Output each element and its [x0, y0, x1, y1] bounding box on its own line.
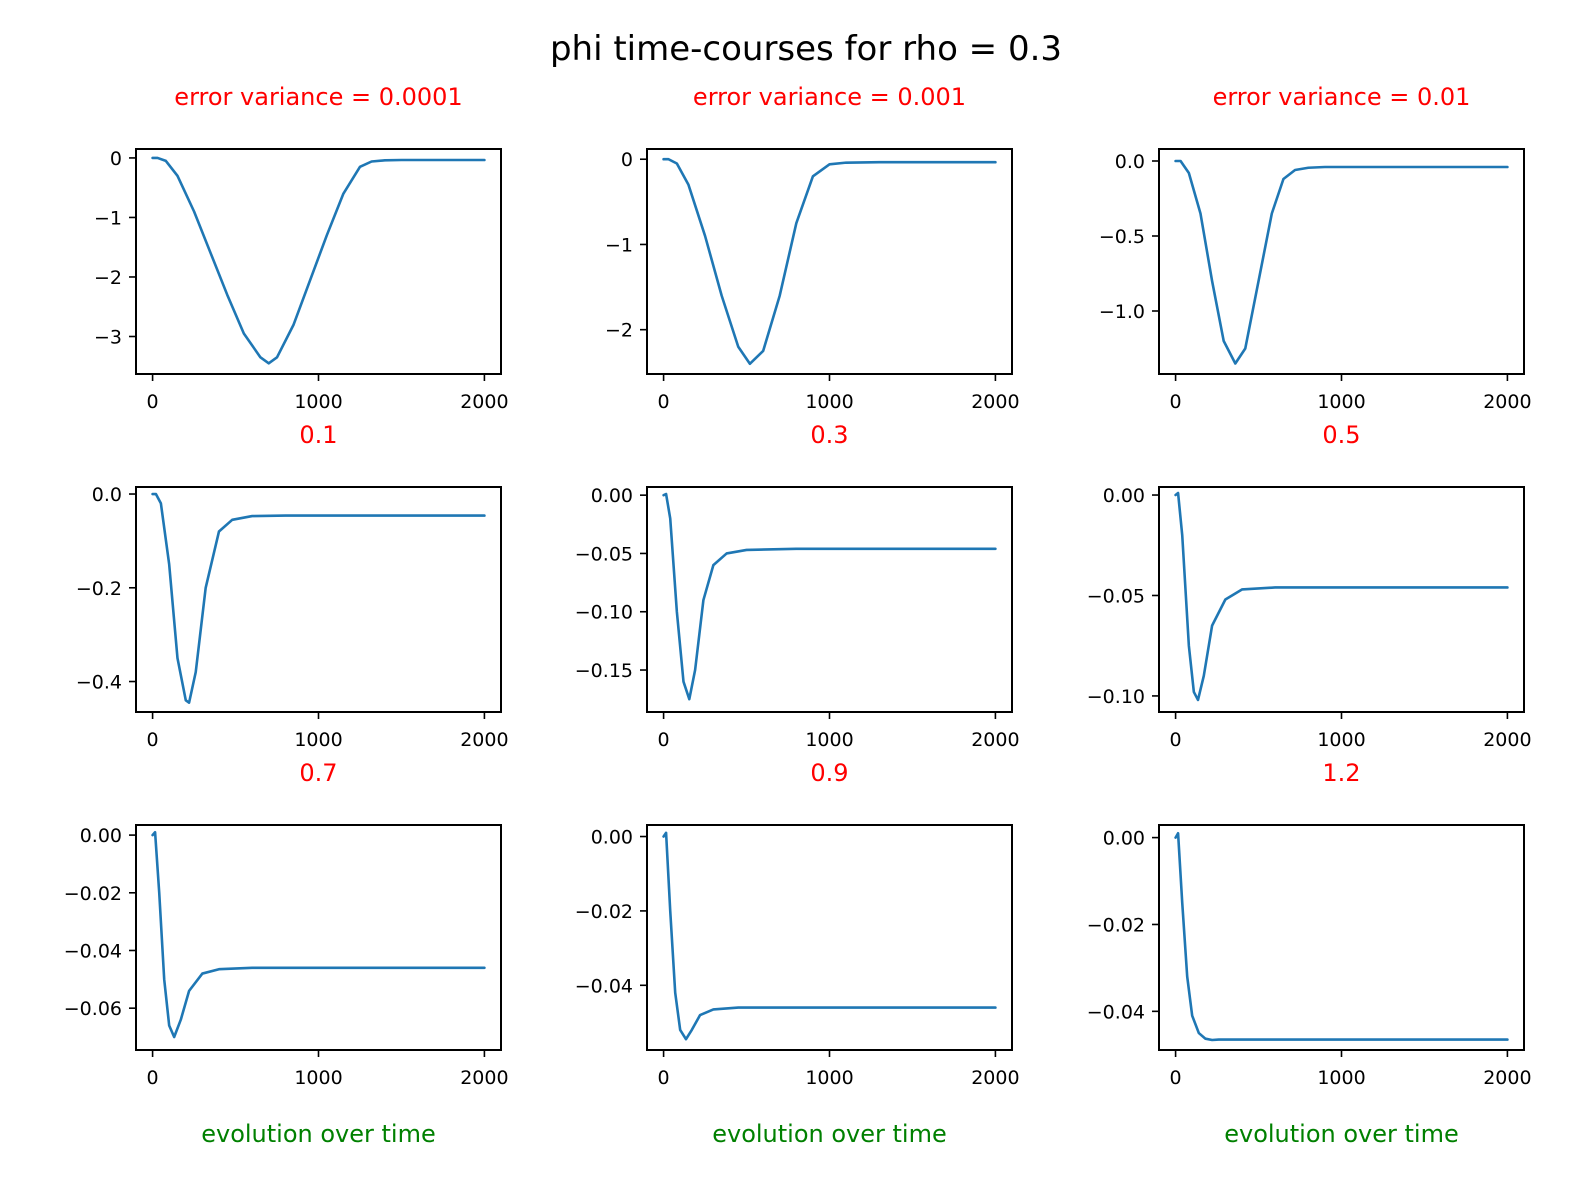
y-tick-label: −0.06 — [64, 998, 122, 1020]
x-tick-label: 2000 — [1483, 1067, 1531, 1089]
x-axis-label: evolution over time — [712, 1120, 947, 1148]
subplot-title: 0.7 — [299, 759, 337, 787]
y-tick-label: −0.02 — [1087, 914, 1145, 936]
series-line — [662, 831, 997, 1041]
x-tick-label: 2000 — [971, 1067, 1019, 1089]
x-tick-label: 0 — [1170, 1067, 1182, 1089]
y-tick-label: 0.0 — [92, 484, 122, 506]
x-tick-label: 1000 — [805, 729, 853, 751]
y-tick-label: 0.0 — [1115, 151, 1145, 173]
y-tick-label: 0.00 — [1103, 485, 1145, 507]
series-line — [151, 492, 486, 704]
subplot-title: 0.5 — [1322, 421, 1360, 449]
x-tick-label: 1000 — [1317, 1067, 1365, 1089]
y-tick-label: −0.04 — [575, 975, 633, 997]
x-tick-label: 0 — [147, 729, 159, 751]
x-tick-label: 2000 — [971, 729, 1019, 751]
x-tick-label: 0 — [658, 391, 670, 413]
x-tick-label: 1000 — [294, 391, 342, 413]
y-tick-label: −0.05 — [575, 543, 633, 565]
x-tick-label: 1000 — [805, 1067, 853, 1089]
x-axis-label: evolution over time — [201, 1120, 436, 1148]
x-tick-label: 0 — [658, 1067, 670, 1089]
subplot-5: 0.3 0 1000 2000 0.00 −0.05 −0.10 −0.15 — [575, 421, 1020, 751]
y-tick-label: −0.02 — [64, 883, 122, 905]
y-tick-label: −0.4 — [76, 672, 122, 694]
series-line — [662, 492, 997, 701]
series-line — [1174, 159, 1509, 365]
x-tick-label: 1000 — [294, 1067, 342, 1089]
subplot-1: error variance = 0.0001 0 1000 2000 0 −1 −2 −3 — [94, 83, 509, 413]
y-tick-label: −0.02 — [575, 901, 633, 923]
x-tick-label: 2000 — [971, 391, 1019, 413]
x-tick-label: 1000 — [1317, 729, 1365, 751]
x-tick-label: 0 — [1170, 391, 1182, 413]
y-tick-label: −1 — [94, 207, 122, 229]
x-tick-label: 0 — [1170, 729, 1182, 751]
subplot-2: error variance = 0.001 0 1000 2000 0 −1 −2 — [605, 83, 1020, 413]
y-tick-label: 0 — [621, 149, 633, 171]
subplot-3: error variance = 0.01 0 1000 2000 0.0 −0.5 −1.… — [1099, 83, 1532, 413]
y-tick-label: −0.04 — [1087, 1001, 1145, 1023]
figure-suptitle: phi time-courses for rho = 0.3 — [550, 29, 1062, 69]
subplot-title: error variance = 0.01 — [1213, 83, 1471, 111]
x-tick-label: 2000 — [1483, 391, 1531, 413]
x-tick-label: 2000 — [460, 729, 508, 751]
y-tick-label: −0.04 — [64, 940, 122, 962]
subplot-title: 1.2 — [1322, 759, 1360, 787]
y-tick-label: −0.05 — [1087, 585, 1145, 607]
x-tick-label: 2000 — [460, 391, 508, 413]
series-line — [151, 830, 486, 1039]
subplot-title: 0.3 — [810, 421, 848, 449]
subplot-9: 1.2 0 1000 2000 0.00 −0.02 −0.04 evolution over… — [1087, 759, 1532, 1148]
x-tick-label: 0 — [658, 729, 670, 751]
y-tick-label: −0.10 — [575, 602, 633, 624]
subplot-title: error variance = 0.0001 — [174, 83, 462, 111]
y-tick-label: −0.15 — [575, 660, 633, 682]
y-tick-label: −1.0 — [1099, 301, 1145, 323]
x-tick-label: 1000 — [294, 729, 342, 751]
y-tick-label: 0.00 — [1103, 828, 1145, 850]
y-tick-label: −0.2 — [76, 578, 122, 600]
subplot-6: 0.5 0 1000 2000 0.00 −0.05 −0.10 — [1087, 421, 1532, 751]
y-tick-label: −3 — [94, 327, 122, 349]
subplot-4: 0.1 0 1000 2000 0.0 −0.2 −0.4 — [76, 421, 509, 751]
subplot-7: 0.7 0 1000 2000 0.00 −0.02 −0.04 −0.06 evolution… — [64, 759, 509, 1148]
series-line — [1174, 831, 1509, 1042]
y-tick-label: −1 — [605, 234, 633, 256]
x-tick-label: 2000 — [460, 1067, 508, 1089]
x-tick-label: 0 — [147, 391, 159, 413]
subplot-title: 0.9 — [810, 759, 848, 787]
x-axis-label: evolution over time — [1224, 1120, 1459, 1148]
series-line — [151, 156, 486, 365]
y-tick-label: 0.00 — [80, 825, 122, 847]
y-tick-label: −2 — [605, 320, 633, 342]
x-tick-label: 0 — [147, 1067, 159, 1089]
y-tick-label: 0.00 — [591, 485, 633, 507]
subplot-8: 0.9 0 1000 2000 0.00 −0.02 −0.04 evolution over… — [575, 759, 1020, 1148]
series-line — [662, 157, 997, 366]
y-tick-label: −2 — [94, 267, 122, 289]
x-tick-label: 1000 — [1317, 391, 1365, 413]
y-tick-label: 0.00 — [591, 827, 633, 849]
subplot-title: error variance = 0.001 — [693, 83, 966, 111]
y-tick-label: −0.10 — [1087, 686, 1145, 708]
x-tick-label: 1000 — [805, 391, 853, 413]
x-tick-label: 2000 — [1483, 729, 1531, 751]
subplot-title: 0.1 — [299, 421, 337, 449]
y-tick-label: −0.5 — [1099, 226, 1145, 248]
series-line — [1174, 491, 1509, 702]
y-tick-label: 0 — [110, 148, 122, 170]
